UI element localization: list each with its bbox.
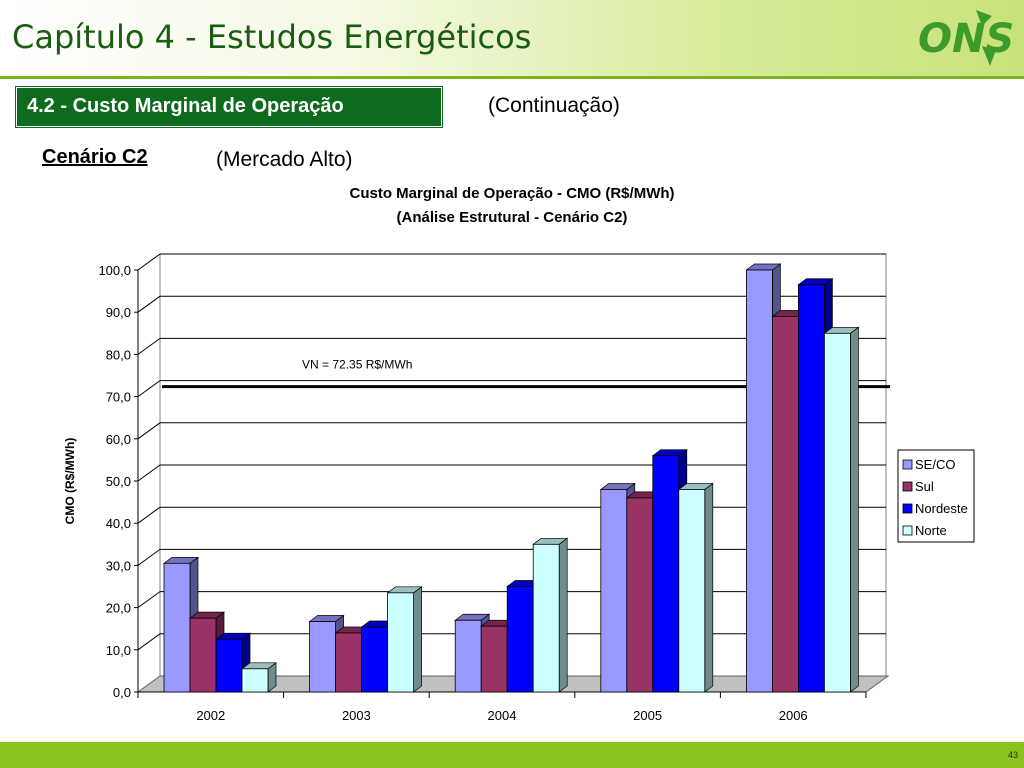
y-tick-label: 100,0: [98, 263, 131, 278]
continuation-label: (Continuação): [488, 94, 620, 117]
reference-line-label: VN = 72.35 R$/MWh: [302, 358, 412, 372]
header-band: [0, 0, 1024, 76]
bar-Sul-2005: [626, 497, 654, 693]
footer-band: 43: [0, 742, 1024, 768]
legend-swatch: [902, 525, 913, 536]
x-tick-label: 2004: [488, 708, 517, 723]
bar-Norte-2004: [532, 543, 560, 693]
y-tick-label: 70,0: [106, 390, 131, 405]
gridline-side: [137, 633, 161, 651]
y-tick-label: 60,0: [106, 432, 131, 447]
legend-label: Nordeste: [915, 501, 968, 516]
x-tick-label: 2003: [342, 708, 371, 723]
bar-Norte-2003: [387, 592, 415, 693]
legend-swatch: [902, 459, 913, 470]
slide-title: Capítulo 4 - Estudos Energéticos: [12, 18, 532, 56]
bar-SE/CO-2006: [746, 269, 773, 693]
chart-subtitle: (Análise Estrutural - Cenário C2): [397, 209, 628, 226]
chart-title: Custo Marginal de Operação - CMO (R$/MWh…: [349, 185, 674, 202]
bar-SE/CO-2003: [309, 621, 337, 693]
page-number: 43: [1007, 750, 1018, 760]
y-tick-label: 10,0: [106, 643, 131, 658]
bar-SE/CO-2002: [163, 562, 191, 693]
bar-Nordeste-2005: [652, 455, 680, 693]
y-tick-label: 20,0: [106, 601, 131, 616]
gridline-side: [137, 464, 161, 482]
bar-Sul-2006: [772, 316, 799, 693]
y-tick-label: 40,0: [106, 516, 131, 531]
bar-Norte-2002: [241, 668, 269, 693]
x-tick-label: 2005: [633, 708, 662, 723]
svg-text:ONS: ONS: [918, 16, 1014, 62]
bar-Sul-2002: [189, 617, 217, 693]
y-tick-label: 30,0: [106, 558, 131, 573]
legend-swatch: [902, 503, 913, 514]
gridline-side: [137, 422, 161, 440]
gridline-side: [137, 337, 161, 355]
bar-Sul-2003: [335, 632, 363, 693]
bar-Nordeste-2004: [506, 586, 534, 693]
bar-Sul-2004: [480, 625, 508, 693]
scenario-name: Cenário C2: [42, 146, 148, 168]
bar-SE/CO-2005: [600, 489, 628, 693]
y-tick-label: 80,0: [106, 347, 131, 362]
bar-Norte-2005: [678, 489, 706, 693]
gridline-side: [137, 591, 161, 609]
gridline-side: [137, 548, 161, 566]
bar-Nordeste-2006: [798, 284, 825, 693]
cmo-bar-chart: Custo Marginal de Operação - CMO (R$/MWh…: [63, 185, 975, 723]
legend-label: Norte: [915, 523, 947, 538]
y-tick-label: 0,0: [113, 685, 131, 700]
header-divider: [0, 76, 1024, 79]
bar-SE/CO-2004: [454, 619, 482, 693]
bar-Norte-2006: [824, 332, 851, 693]
legend-swatch: [902, 481, 913, 492]
gridline-side: [137, 253, 161, 271]
gridline-side: [137, 506, 161, 524]
market-label: (Mercado Alto): [216, 148, 353, 171]
bar-side: [413, 586, 422, 693]
section-heading: 4.2 - Custo Marginal de Operação: [27, 95, 344, 117]
y-tick-label: 90,0: [106, 305, 131, 320]
x-tick-label: 2006: [779, 708, 808, 723]
bar-side: [850, 326, 859, 693]
bar-side: [704, 482, 714, 693]
y-tick-label: 50,0: [106, 474, 131, 489]
x-tick-label: 2002: [196, 708, 225, 723]
legend-label: SE/CO: [915, 457, 955, 472]
gridline-side: [137, 295, 161, 313]
bar-side: [558, 537, 568, 693]
gridline-side: [137, 380, 161, 398]
legend-label: Sul: [915, 479, 934, 494]
bar-Nordeste-2002: [215, 638, 243, 693]
ons-logo: ONS: [918, 10, 1014, 66]
bar-Nordeste-2003: [361, 626, 389, 693]
y-axis-title: CMO (R$/MWh): [63, 438, 77, 525]
section-heading-box: 4.2 - Custo Marginal de Operação: [15, 86, 443, 128]
